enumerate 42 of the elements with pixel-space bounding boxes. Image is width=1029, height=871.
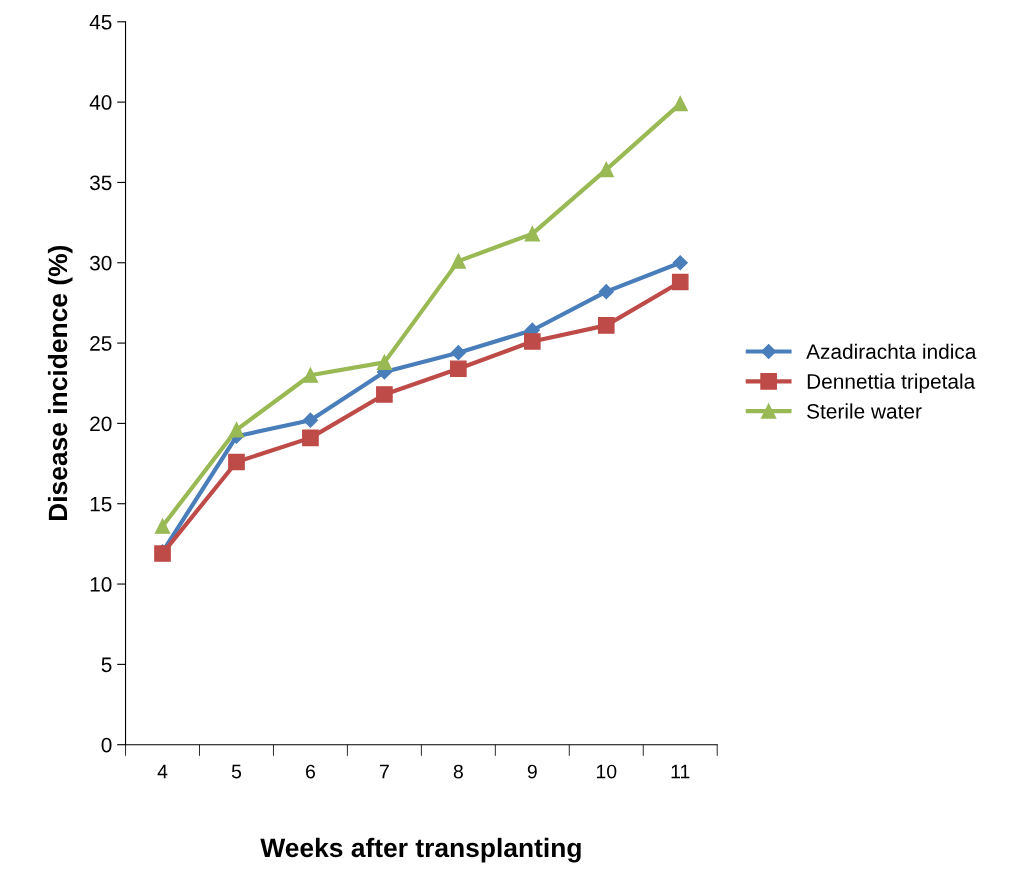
- point: [228, 422, 245, 438]
- legend-label: Dennettia tripetala: [807, 373, 976, 393]
- point: [302, 412, 319, 428]
- point: [450, 253, 466, 269]
- y-tick-label: 40: [89, 95, 112, 110]
- y-tick-label: 20: [90, 416, 112, 432]
- point: [672, 255, 688, 271]
- point: [450, 345, 466, 361]
- point: [671, 273, 689, 291]
- x-tick-label: 5: [231, 764, 242, 779]
- y-tick-label: 0: [101, 737, 112, 753]
- point: [672, 96, 688, 112]
- x-tick-label: 7: [379, 764, 389, 779]
- x-tick-label: 6: [306, 764, 315, 779]
- point: [598, 284, 614, 300]
- x-axis-title: Weeks after transplanting: [260, 837, 581, 863]
- x-tick-label: 11: [671, 764, 690, 779]
- point: [376, 386, 393, 403]
- point: [450, 360, 467, 378]
- point: [228, 453, 245, 471]
- point: [597, 317, 615, 334]
- y-tick-label: 25: [90, 336, 112, 351]
- x-tick-label: 10: [596, 764, 617, 779]
- legend-label: Azadirachta indica: [806, 343, 977, 359]
- point: [302, 429, 319, 447]
- point: [524, 226, 540, 242]
- y-axis-title: Disease incidence (%): [47, 245, 73, 521]
- y-tick-label: 5: [101, 657, 112, 673]
- x-tick-label: 8: [453, 764, 463, 779]
- y-tick-label: 45: [89, 14, 112, 30]
- x-tick-label: 4: [157, 764, 168, 779]
- x-tick-label: 9: [527, 764, 537, 779]
- point: [598, 161, 614, 178]
- point: [154, 518, 171, 534]
- point: [523, 333, 541, 350]
- y-tick-label: 10: [90, 577, 112, 592]
- point: [302, 367, 319, 383]
- point: [376, 354, 393, 370]
- y-tick-label: 15: [90, 496, 112, 512]
- legend-label: Sterile water: [807, 403, 922, 419]
- y-tick-label: 30: [89, 255, 112, 271]
- y-tick-label: 35: [89, 175, 112, 191]
